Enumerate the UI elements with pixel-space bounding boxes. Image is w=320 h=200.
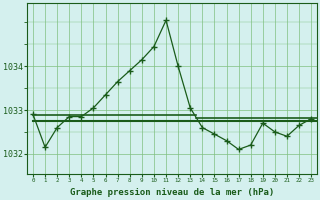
X-axis label: Graphe pression niveau de la mer (hPa): Graphe pression niveau de la mer (hPa) (70, 188, 274, 197)
